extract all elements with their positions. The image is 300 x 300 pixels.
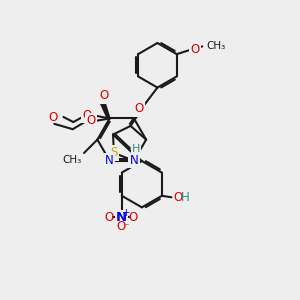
Text: N: N <box>105 154 114 167</box>
Text: O: O <box>48 110 58 124</box>
Text: CH₃: CH₃ <box>206 41 225 51</box>
Text: N: N <box>130 154 138 167</box>
Text: S: S <box>110 146 118 160</box>
Text: O: O <box>190 43 200 56</box>
Text: CH₃: CH₃ <box>62 155 82 165</box>
Text: O: O <box>82 109 91 122</box>
Text: O: O <box>105 211 114 224</box>
Text: O: O <box>134 103 143 116</box>
Text: O: O <box>128 211 138 224</box>
Text: N: N <box>116 211 127 224</box>
Text: O: O <box>86 114 96 128</box>
Text: ⁻: ⁻ <box>123 222 129 232</box>
Text: O: O <box>173 191 182 204</box>
Text: +: + <box>122 208 131 218</box>
Text: O: O <box>116 220 126 233</box>
Text: H: H <box>181 191 190 204</box>
Text: O: O <box>97 90 106 103</box>
Text: H: H <box>132 143 140 154</box>
Text: O: O <box>100 89 109 102</box>
